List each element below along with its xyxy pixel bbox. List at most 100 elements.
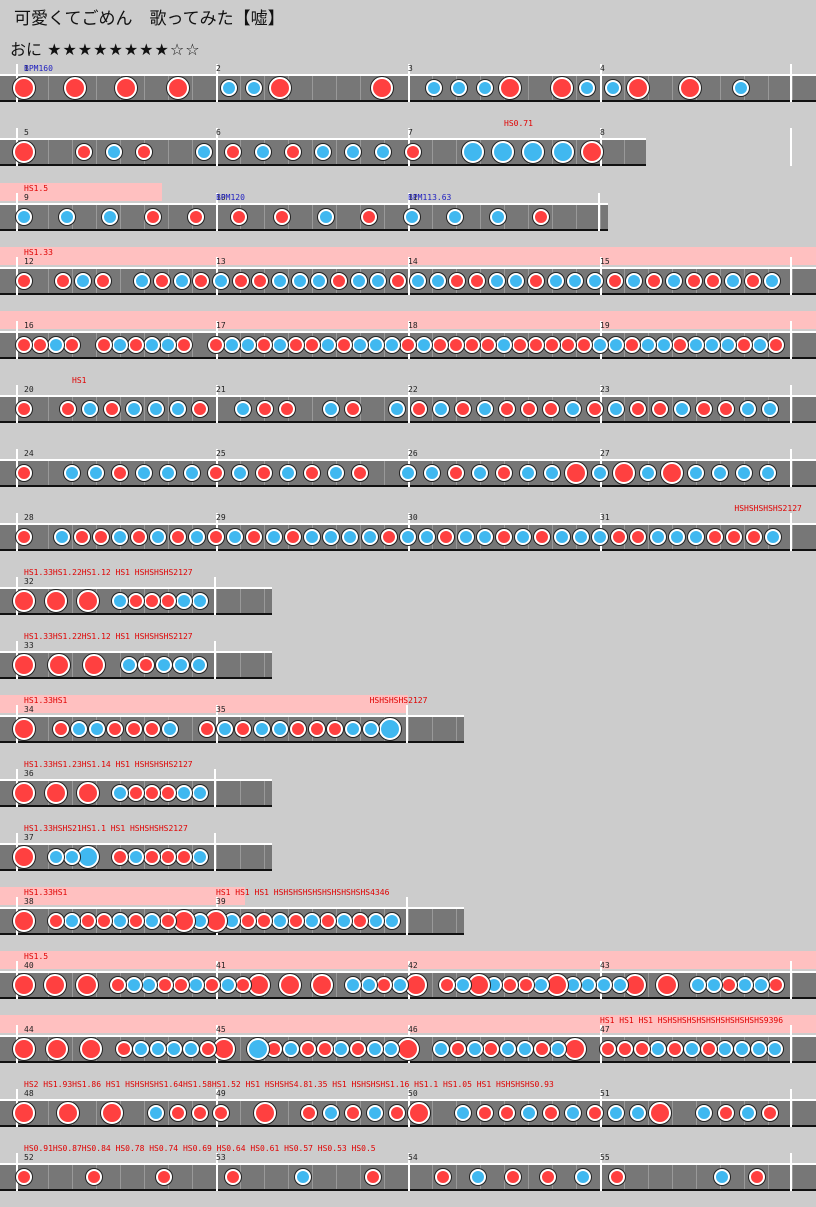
measure-number: 54: [408, 1153, 418, 1162]
beat-line: [240, 845, 241, 869]
big-don-note: [13, 1038, 35, 1060]
measure-number: 2: [216, 64, 221, 73]
hs-band: [0, 695, 408, 713]
don-note: [360, 209, 377, 225]
beat-line: [48, 140, 49, 164]
ka-note: [240, 337, 256, 353]
beat-line: [264, 781, 265, 805]
don-note: [116, 1041, 133, 1057]
big-ka-note: [77, 846, 99, 868]
don-note: [144, 785, 160, 801]
don-note: [128, 785, 144, 801]
hs-label: HSHSHSHSHS2127: [734, 504, 802, 513]
don-note: [235, 721, 252, 737]
ka-note: [626, 273, 643, 289]
beat-line: [456, 717, 457, 741]
beat-line: [336, 76, 337, 100]
don-note: [501, 977, 518, 993]
beat-line: [600, 205, 601, 229]
beat-line: [744, 269, 745, 293]
don-note: [199, 1041, 216, 1057]
don-note: [630, 529, 647, 545]
don-note: [721, 977, 738, 993]
ka-note: [188, 529, 205, 545]
beat-line: [720, 76, 721, 100]
don-note: [450, 1041, 467, 1057]
don-note: [176, 849, 192, 865]
beat-line: [240, 1037, 241, 1061]
bar-line-end: [214, 769, 216, 807]
ka-note: [81, 401, 98, 417]
don-note: [517, 977, 534, 993]
measure-number: 29: [216, 513, 226, 522]
ka-note: [454, 977, 471, 993]
ka-note: [342, 529, 359, 545]
beat-line: [264, 845, 265, 869]
big-don-note: [13, 718, 35, 740]
ka-note: [608, 337, 624, 353]
don-note: [539, 1169, 556, 1185]
don-note: [191, 401, 208, 417]
measure-number: 9: [24, 193, 29, 202]
don-note: [454, 401, 471, 417]
beat-line: [120, 1165, 121, 1189]
beat-line: [648, 973, 649, 997]
don-note: [464, 337, 480, 353]
ka-note: [227, 529, 244, 545]
ka-note: [674, 401, 691, 417]
ka-note: [120, 657, 137, 673]
don-note: [160, 593, 176, 609]
ka-note: [608, 401, 625, 417]
ka-note: [232, 465, 248, 481]
don-note: [542, 1105, 559, 1121]
beat-line: [96, 1101, 97, 1125]
beat-line: [744, 1165, 745, 1189]
don-note: [208, 465, 224, 481]
don-note: [80, 913, 96, 929]
beat-line: [264, 653, 265, 677]
ka-note: [192, 849, 208, 865]
ka-note: [476, 80, 493, 96]
chart-row: 24 25 26 27: [0, 439, 816, 503]
don-note: [304, 465, 320, 481]
big-ka-note: [461, 141, 484, 163]
don-note: [390, 273, 407, 289]
hs-band: [0, 951, 816, 969]
bar-line: [408, 257, 410, 295]
don-note: [103, 401, 120, 417]
don-note: [624, 337, 640, 353]
hs-label: HS1: [72, 376, 87, 385]
big-don-note: [649, 1102, 672, 1124]
measure-number: 36: [24, 769, 34, 778]
don-note: [611, 529, 628, 545]
ka-note: [567, 273, 584, 289]
chart-row: 12 13 14 15 HS1.33: [0, 247, 816, 311]
ka-note: [733, 1041, 750, 1057]
measure-number: 55: [600, 1153, 610, 1162]
beat-line: [48, 1101, 49, 1125]
beat-line: [384, 461, 385, 485]
beat-line: [384, 397, 385, 421]
ka-note: [383, 1041, 400, 1057]
bar-line-end: [790, 128, 792, 166]
beat-line: [336, 1165, 337, 1189]
ka-note: [272, 337, 288, 353]
big-don-note: [550, 77, 573, 99]
don-note: [534, 529, 551, 545]
difficulty-line: おに ★★★★★★★★☆☆: [10, 36, 201, 60]
beat-line: [432, 717, 433, 741]
beat-line: [456, 525, 457, 549]
measure-number: 16: [24, 321, 34, 330]
measure-number: 10: [216, 193, 226, 202]
don-note: [285, 144, 302, 160]
don-note: [768, 977, 785, 993]
beat-line: [360, 205, 361, 229]
big-don-note: [371, 77, 394, 99]
big-don-note: [565, 462, 587, 484]
ka-note: [173, 657, 190, 673]
don-note: [685, 273, 702, 289]
ka-note: [160, 465, 176, 481]
don-note: [274, 209, 291, 225]
big-don-note: [75, 974, 98, 996]
ka-note: [544, 465, 560, 481]
